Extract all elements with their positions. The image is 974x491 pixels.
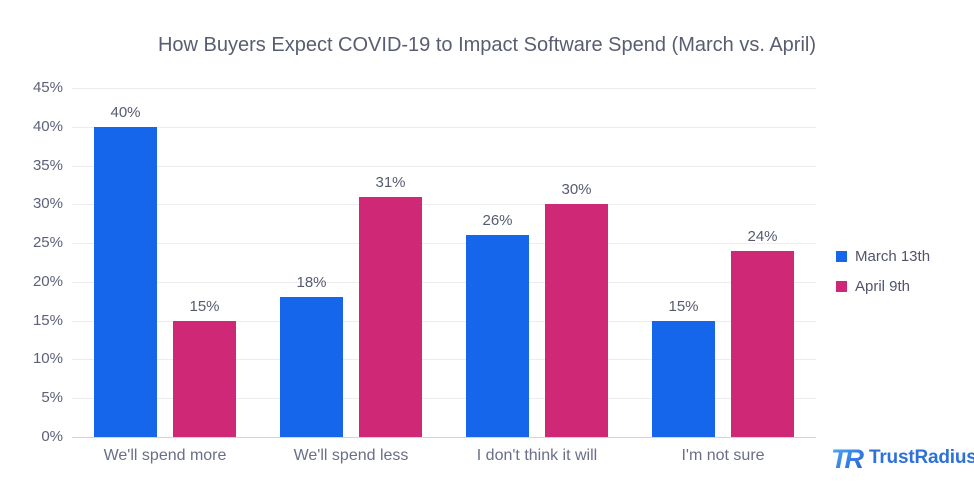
bar-april-9th-i-don-t-think-it-will: 30% [545, 181, 608, 437]
y-axis-tick-5: 5% [41, 389, 63, 407]
bar-march-13th-we-ll-spend-less: 18% [280, 274, 343, 437]
bar-march-13th-i-don-t-think-it-will: 26% [466, 212, 529, 437]
gridline-10 [72, 359, 816, 361]
gridline-15 [72, 320, 816, 322]
bar-value-april-9th-i-m-not-sure: 24% [747, 227, 778, 245]
bar-value-april-9th-we-ll-spend-less: 31% [375, 173, 406, 191]
bar-value-march-13th-i-m-not-sure: 15% [668, 297, 699, 315]
bar-group-we-ll-spend-less: 18% 31% We'll spend less [258, 88, 444, 464]
bar-group-i-m-not-sure: 15% 24% I'm not sure [630, 88, 816, 464]
gridline-0 [72, 437, 816, 438]
y-axis-tick-35: 35% [32, 156, 63, 174]
bar-group-i-don-t-think-it-will: 26% 30% I don't think it will [444, 88, 630, 464]
gridline-40 [72, 126, 816, 128]
trustradius-logo-text: TrustRadius [869, 447, 974, 468]
x-axis-label-we-ll-spend-more: We'll spend more [103, 447, 227, 464]
trustradius-logo: TR TrustRadius [831, 443, 974, 473]
y-axis-tick-15: 15% [32, 311, 63, 329]
bar-april-9th-we-ll-spend-more: 15% [173, 298, 236, 437]
plot-area: 45% 40% 35% 30% 25% 20% 15% 10% 5% 0% 40% 15% We'll … [33, 79, 816, 464]
gridline-25 [72, 243, 816, 245]
x-axis-label-we-ll-spend-less: We'll spend less [293, 447, 409, 464]
trustradius-logo-icon: TR [831, 444, 867, 473]
bar-value-march-13th-we-ll-spend-less: 18% [296, 274, 327, 292]
gridline-30 [72, 204, 816, 206]
bar-april-9th-we-ll-spend-less: 31% [359, 174, 422, 437]
y-axis-tick-30: 30% [32, 195, 63, 213]
y-axis-tick-10: 10% [32, 350, 63, 368]
x-axis-label-i-don-t-think-it-will: I don't think it will [476, 447, 598, 464]
y-axis-tick-45: 45% [32, 79, 63, 96]
x-axis-label-i-m-not-sure: I'm not sure [681, 447, 765, 464]
y-axis-tick-25: 25% [32, 234, 63, 252]
legend-swatch-march-13th [836, 251, 847, 262]
gridline-45 [72, 88, 816, 89]
gridline-35 [72, 165, 816, 167]
bar-march-13th-we-ll-spend-more: 40% [94, 104, 157, 437]
y-axis-tick-0: 0% [41, 428, 63, 445]
bar-value-april-9th-i-don-t-think-it-will: 30% [561, 181, 592, 199]
legend-item-march-13th: March 13th [836, 248, 930, 265]
bar-april-9th-i-m-not-sure: 24% [731, 228, 794, 437]
y-axis-tick-40: 40% [32, 117, 63, 135]
legend-label-april-9th: April 9th [855, 278, 911, 295]
bar-march-13th-i-m-not-sure: 15% [652, 298, 715, 437]
gridline-20 [72, 281, 816, 283]
bar-group-we-ll-spend-more: 40% 15% We'll spend more [72, 88, 258, 464]
bar-value-march-13th-we-ll-spend-more: 40% [110, 103, 141, 121]
y-axis-tick-20: 20% [32, 272, 63, 290]
legend: March 13th April 9th [836, 248, 930, 308]
chart-title: How Buyers Expect COVID-19 to Impact Sof… [157, 34, 817, 56]
bar-value-march-13th-i-don-t-think-it-will: 26% [482, 212, 513, 230]
gridline-5 [72, 398, 816, 400]
tr-monogram: TR [831, 444, 864, 473]
bar-value-april-9th-we-ll-spend-more: 15% [189, 297, 220, 315]
legend-label-march-13th: March 13th [855, 248, 931, 265]
legend-item-april-9th: April 9th [836, 278, 930, 295]
legend-swatch-april-9th [836, 281, 847, 292]
